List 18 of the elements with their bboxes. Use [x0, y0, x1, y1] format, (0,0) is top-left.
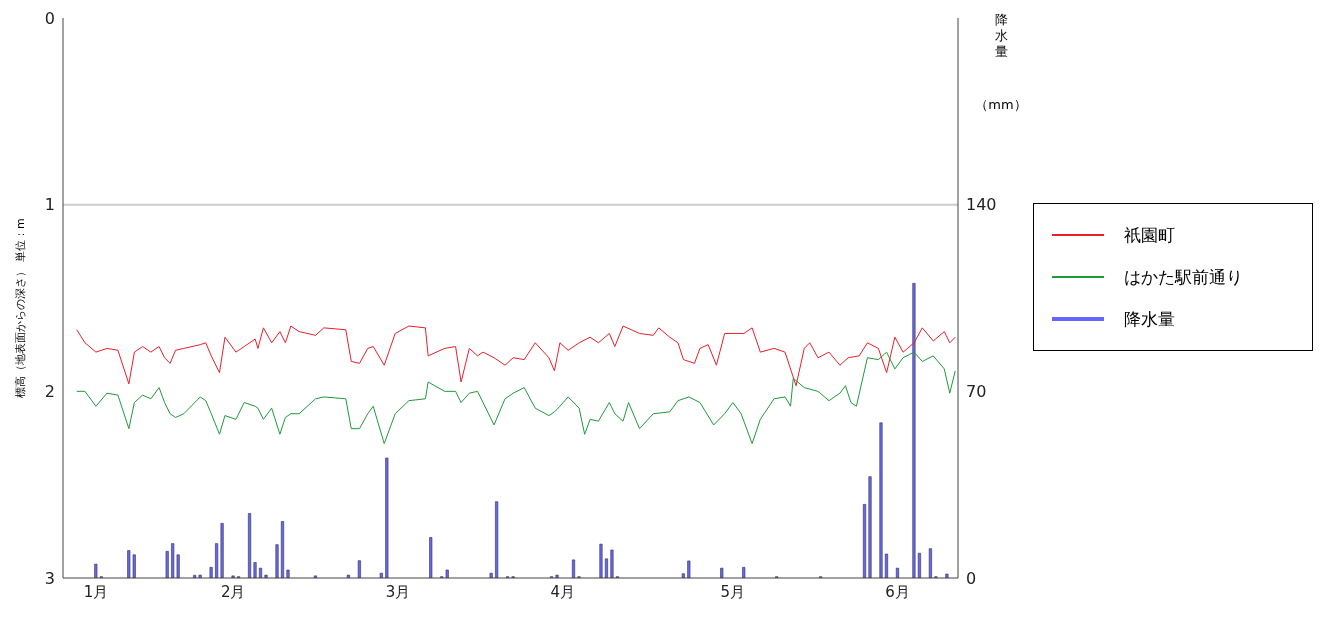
y2-tick-label: 70: [966, 382, 987, 402]
y-axis-title: 標高（地表面からの深さ） 単位：m: [12, 218, 28, 398]
y-tick-label: 0: [44, 8, 55, 28]
y-tick-label: 3: [44, 568, 55, 588]
legend-label: はかた駅前通り: [1124, 265, 1243, 289]
x-tick-label: 6月: [885, 582, 910, 601]
x-tick-label: 5月: [720, 582, 746, 601]
legend-label: 祇園町: [1124, 223, 1175, 247]
y-tick-label: 2: [44, 382, 55, 402]
y-tick-label: 1: [44, 195, 55, 215]
y2-tick-label: 140: [966, 195, 997, 215]
legend-label: 降水量: [1124, 307, 1175, 331]
x-tick-label: 4月: [550, 582, 575, 601]
x-tick-label: 3月: [385, 582, 411, 601]
x-tick-label: 1月: [83, 582, 109, 601]
text: 降水量（mm）: [975, 12, 1027, 112]
x-tick-label: 2月: [220, 582, 246, 601]
y2-tick-label: 0: [966, 568, 977, 588]
